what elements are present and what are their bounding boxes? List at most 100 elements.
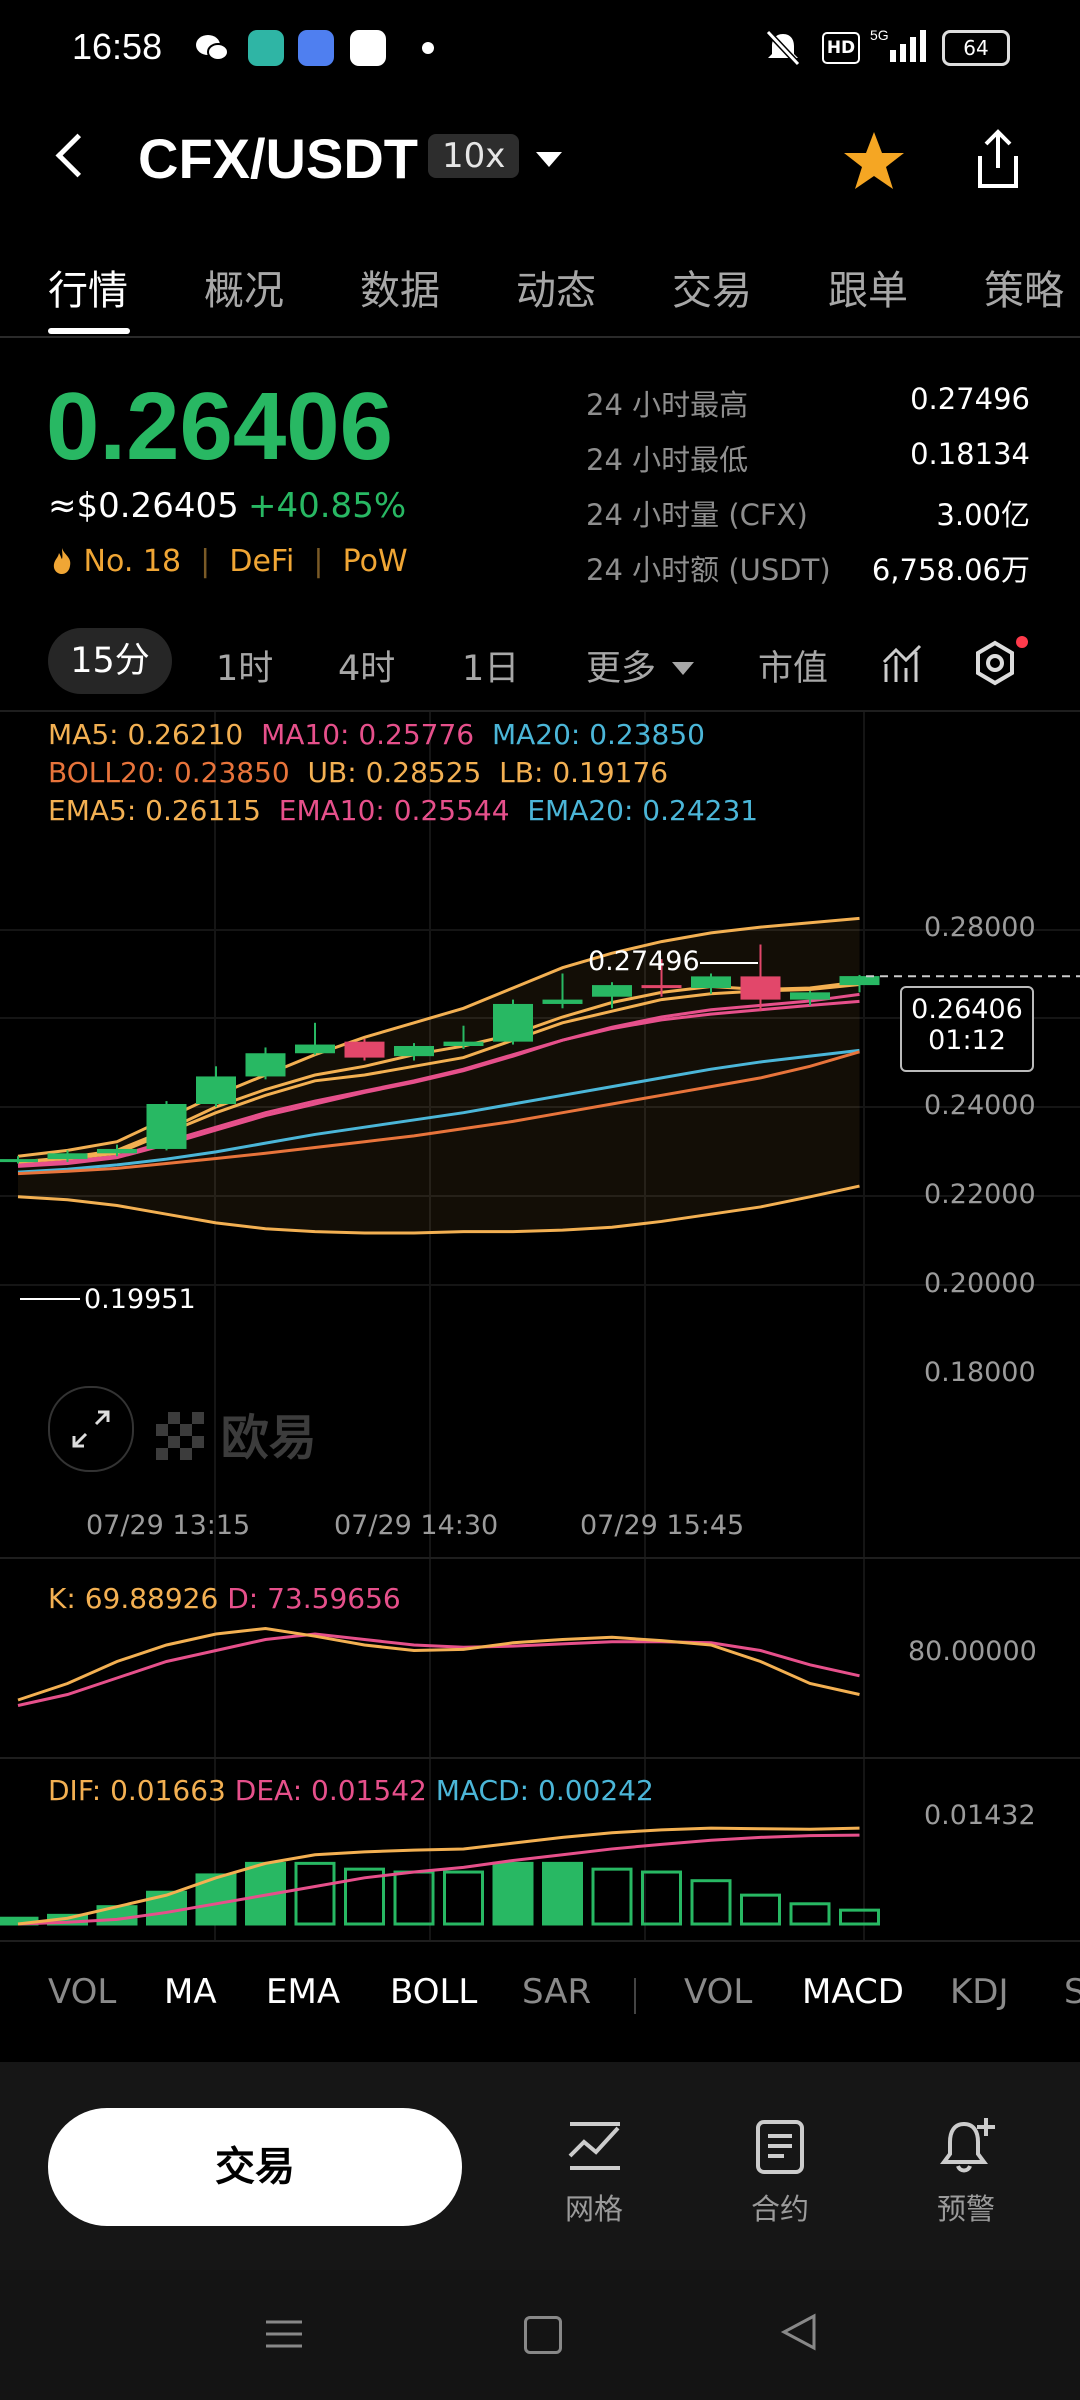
period-more[interactable]: 更多 [586,649,657,689]
home-icon[interactable] [524,2316,562,2354]
grid-icon[interactable] [566,2120,624,2180]
chevron-left-icon[interactable] [55,133,100,178]
macd-bar [393,1870,435,1926]
period-1h[interactable]: 1时 [216,649,274,689]
grid-label[interactable]: 网格 [564,2192,623,2226]
rank-tag[interactable]: No. 18 [83,544,182,579]
alert-bell-icon[interactable] [936,2116,1000,2180]
y-tick: 0.20000 [924,1268,1036,1299]
high-label: 0.27496 [588,946,700,977]
y-tick: 0.24000 [924,1090,1036,1121]
candle-body [493,1003,533,1042]
tab-overview[interactable]: 概况 [204,268,284,314]
share-icon[interactable] [968,126,1028,196]
d-value: D: 73.59656 [227,1582,401,1615]
tab-news[interactable]: 动态 [516,268,596,314]
pair-title[interactable]: CFX/USDT [138,127,418,190]
indicator-tab-vol[interactable]: VOL [48,1972,117,2012]
kdj-legend: K: 69.88926 D: 73.59656 [48,1582,401,1615]
stat-label: 24 小时额 (USDT) [586,553,831,587]
countdown-label: 01:12 [928,1025,1006,1056]
macd-dif-line [17,1826,860,1926]
tab-copy-trading[interactable]: 跟单 [828,268,908,314]
candle-body [97,1148,137,1154]
current-price-label: 0.26406 [911,994,1023,1025]
dif-value: DIF: 0.01663 [48,1774,226,1807]
macd-bar [542,1861,583,1926]
alert-label[interactable]: 预警 [936,2192,995,2226]
mute-icon [762,28,804,72]
chevron-down-icon[interactable] [672,662,694,675]
tab-data[interactable]: 数据 [360,268,440,314]
ma10-value: MA10: 0.25776 [261,718,475,751]
x-tick: 07/29 14:30 [334,1510,499,1541]
expand-chart-icon[interactable] [48,1386,134,1472]
series-line-ma20 [17,1048,860,1174]
macd-bar [344,1867,385,1926]
current-price-box: 0.26406 01:12 [900,986,1034,1072]
series-line-lb [17,1184,860,1235]
wechat-icon [194,30,230,66]
star-icon[interactable] [842,130,906,196]
x-tick: 07/29 15:45 [580,1510,745,1541]
indicator-tab-boll[interactable]: BOLL [390,1972,478,2012]
chart-panel[interactable] [0,710,1080,1942]
indicator-tabs: VOL MA EMA BOLL SAR VOL MACD KDJ S [0,1940,1080,2050]
indicator-chart-icon[interactable] [882,642,924,688]
flame-icon [50,544,84,579]
indicator-tab-macd[interactable]: MACD [802,1972,904,2012]
settings-icon[interactable] [972,640,1018,690]
market-cap-tab[interactable]: 市值 [758,649,829,689]
indicator-tab-kdj[interactable]: KDJ [950,1972,1009,2012]
macd-bar [641,1870,682,1926]
network-type: 5G [870,27,889,43]
chart-svg[interactable] [0,712,1080,1942]
candle-body [542,999,583,1004]
notification-dot [1016,636,1028,648]
period-4h[interactable]: 4时 [338,649,396,689]
macd-bar [690,1879,732,1926]
signal-icon: 5G [868,26,932,70]
back-icon[interactable] [780,2312,820,2356]
indicator-tab-vol-sub[interactable]: VOL [684,1972,753,2012]
candle-body [146,1104,187,1149]
candle-body [47,1153,88,1160]
indicator-tab-more[interactable]: S [1064,1972,1080,2012]
trade-button[interactable]: 交易 [48,2108,462,2226]
macd-bar [492,1861,534,1926]
tab-strategy[interactable]: 策略 [984,268,1064,314]
leverage-badge[interactable]: 10x [428,134,520,178]
notification-dot-icon [422,42,434,54]
x-tick: 07/29 13:15 [86,1510,251,1541]
kdj-tick: 80.00000 [908,1636,1037,1667]
hd-icon: HD [822,32,860,64]
tab-trade[interactable]: 交易 [672,268,752,314]
kdj-k-line [17,1626,860,1702]
ema5-value: EMA5: 0.26115 [48,794,261,827]
period-15m[interactable]: 15分 [48,628,172,694]
macd-bar [789,1902,831,1926]
pow-tag[interactable]: PoW [342,544,408,579]
period-1d[interactable]: 1日 [462,649,520,689]
indicator-tab-ema[interactable]: EMA [266,1972,341,2012]
divider [634,1978,636,2014]
indicator-tab-ma[interactable]: MA [164,1972,217,2012]
app-icon [248,30,284,66]
lb-value: LB: 0.19176 [499,756,669,789]
tab-market[interactable]: 行情 [48,268,128,314]
contract-label[interactable]: 合约 [750,2192,809,2226]
price-change: +40.85% [248,486,407,526]
menu-icon[interactable] [264,2314,304,2358]
macd-bar [839,1908,880,1926]
defi-tag[interactable]: DeFi [229,544,295,579]
candle-body [740,976,781,1000]
candle-body [0,1159,38,1163]
macd-tick: 0.01432 [924,1800,1036,1831]
candle-body [592,985,632,997]
indicator-tab-sar[interactable]: SAR [522,1972,592,2012]
boll-legend: BOLL20: 0.23850 UB: 0.28525 LB: 0.19176 [48,756,668,789]
chevron-down-icon[interactable] [536,152,562,167]
contract-icon[interactable] [754,2118,806,2180]
ma-legend: MA5: 0.26210 MA10: 0.25776 MA20: 0.23850 [48,718,705,751]
candle-body [790,992,830,1000]
